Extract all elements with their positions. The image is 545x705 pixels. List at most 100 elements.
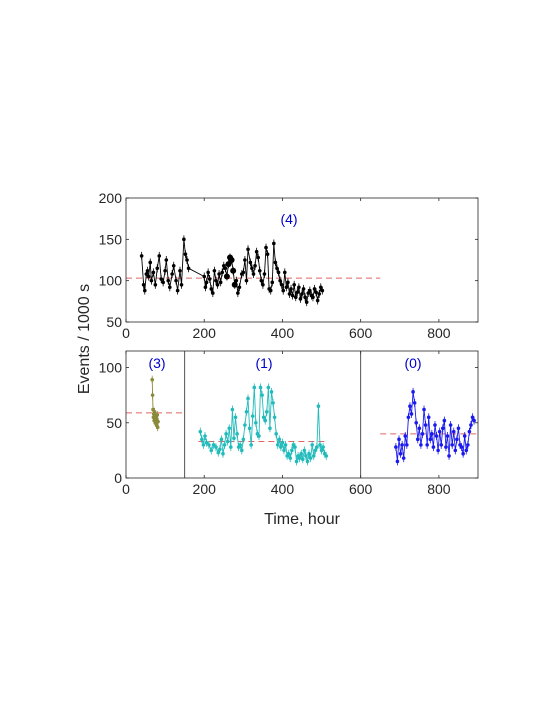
- data-point-0: [400, 443, 404, 447]
- data-point-4: [244, 278, 249, 283]
- data-point-1: [246, 396, 250, 401]
- data-point-4: [320, 288, 325, 293]
- data-point-1: [224, 432, 228, 436]
- bottom-x-tick-label: 400: [271, 481, 295, 497]
- data-point-0: [434, 434, 439, 438]
- data-point-4: [253, 263, 257, 268]
- top-y-tick-label: 50: [106, 314, 122, 330]
- data-point-4: [289, 287, 293, 291]
- data-point-0: [461, 451, 465, 456]
- data-point-4: [166, 278, 171, 283]
- data-point-4: [297, 285, 301, 290]
- data-point-4: [304, 300, 309, 304]
- data-point-0: [405, 443, 409, 447]
- data-point-3: [155, 425, 160, 430]
- data-point-4: [139, 254, 144, 258]
- data-point-4: [174, 278, 178, 283]
- data-point-4: [231, 281, 238, 288]
- data-point-1: [308, 456, 313, 460]
- data-point-0: [455, 437, 459, 442]
- data-point-1: [307, 451, 311, 456]
- data-point-1: [243, 423, 247, 427]
- data-point-4: [163, 268, 167, 273]
- data-point-4: [308, 288, 312, 293]
- data-point-1: [214, 445, 218, 449]
- data-point-4: [250, 266, 254, 271]
- data-point-1: [315, 445, 319, 449]
- data-point-0: [398, 451, 403, 456]
- bottom-y-tick-label: 0: [114, 470, 122, 486]
- panel-label-0: (0): [404, 355, 421, 371]
- data-point-4: [318, 285, 323, 290]
- data-point-0: [450, 443, 454, 447]
- data-point-4: [175, 288, 180, 293]
- data-point-4: [278, 278, 282, 283]
- data-point-4: [298, 297, 303, 301]
- data-point-4: [179, 283, 184, 287]
- top-x-tick-label: 0: [122, 325, 130, 341]
- bottom-x-tick-label: 200: [193, 481, 217, 497]
- data-point-1: [216, 450, 221, 455]
- data-point-3: [155, 413, 160, 417]
- data-point-4: [276, 270, 281, 275]
- data-point-4: [206, 270, 210, 275]
- data-point-4: [203, 285, 208, 290]
- panel-label-4: (4): [280, 211, 297, 227]
- data-point-4: [225, 261, 232, 268]
- data-point-4: [251, 272, 256, 276]
- data-point-1: [261, 415, 266, 420]
- data-point-4: [155, 266, 160, 271]
- data-point-0: [445, 434, 450, 438]
- data-point-0: [406, 415, 411, 420]
- data-point-1: [266, 385, 271, 390]
- data-point-0: [403, 434, 408, 438]
- data-point-4: [301, 287, 306, 291]
- data-point-4: [202, 274, 207, 279]
- data-point-4: [215, 283, 220, 287]
- data-point-1: [305, 459, 310, 464]
- data-point-4: [311, 295, 315, 300]
- data-point-3: [150, 393, 155, 397]
- data-point-1: [290, 448, 294, 453]
- data-point-0: [472, 418, 476, 423]
- data-point-4: [164, 258, 169, 262]
- data-point-4: [218, 280, 223, 285]
- data-point-4: [151, 270, 156, 275]
- data-point-1: [300, 457, 305, 462]
- data-point-4: [287, 292, 292, 296]
- data-point-4: [273, 260, 278, 265]
- data-point-0: [401, 456, 406, 460]
- data-point-4: [312, 287, 317, 291]
- data-point-0: [395, 459, 400, 464]
- data-point-0: [420, 432, 425, 436]
- data-point-1: [280, 440, 285, 445]
- data-point-0: [453, 448, 458, 453]
- data-point-4: [148, 260, 153, 265]
- data-point-4: [265, 252, 270, 257]
- data-point-0: [469, 423, 473, 427]
- data-point-4: [145, 268, 150, 273]
- data-point-4: [292, 283, 296, 287]
- data-point-1: [239, 448, 244, 453]
- data-point-4: [270, 280, 275, 285]
- data-point-1: [286, 451, 291, 456]
- data-point-1: [282, 448, 286, 453]
- data-point-1: [288, 456, 293, 460]
- bottom-y-tick-label: 50: [106, 415, 122, 431]
- data-point-4: [279, 283, 284, 287]
- data-point-1: [294, 459, 299, 464]
- data-point-4: [146, 274, 151, 279]
- data-point-1: [254, 420, 258, 425]
- data-point-1: [277, 437, 282, 442]
- data-point-4: [237, 285, 242, 290]
- data-point-4: [257, 268, 262, 273]
- data-point-1: [241, 437, 246, 442]
- data-point-1: [252, 385, 257, 390]
- data-point-1: [247, 426, 252, 431]
- data-point-4: [248, 260, 253, 265]
- data-point-0: [437, 429, 442, 434]
- data-point-0: [456, 426, 461, 431]
- data-point-4: [149, 278, 154, 283]
- data-point-1: [319, 448, 324, 453]
- data-point-3: [150, 377, 155, 382]
